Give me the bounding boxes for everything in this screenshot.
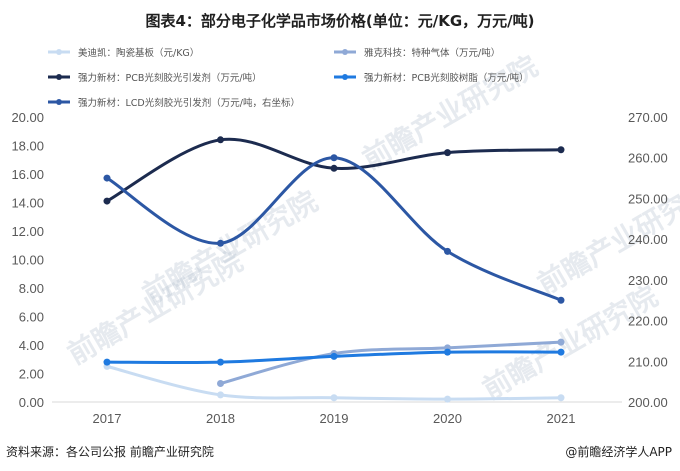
legend-item: 强力新材：PCB光刻胶树脂（万元/吨）	[334, 72, 529, 84]
right-tick-label: 210.00	[628, 354, 668, 369]
left-tick-label: 20.00	[11, 110, 44, 125]
left-tick-label: 6.00	[19, 310, 44, 325]
data-point	[103, 197, 111, 205]
data-point	[217, 379, 224, 387]
legend-item: 雅克科技：特种气体（万元/吨）	[334, 47, 500, 59]
data-point	[444, 348, 451, 356]
left-tick-label: 12.00	[11, 224, 44, 239]
data-point	[557, 296, 565, 304]
data-point	[217, 239, 224, 247]
data-point	[217, 358, 224, 366]
data-point	[217, 136, 224, 144]
legend-swatch-marker	[342, 49, 348, 55]
legend-label: 强力新材：PCB光刻胶光引发剂（万元/吨）	[78, 72, 262, 84]
left-axis-ticks: 0.00 2.00 4.00 6.00 8.00 10.00 12.00 14.00 16.00…	[11, 110, 44, 410]
series-4	[103, 348, 565, 366]
left-tick-label: 8.00	[19, 281, 44, 296]
left-tick-label: 10.00	[11, 253, 44, 268]
right-axis-ticks: 200.00 210.00 220.00 230.00 240.00 250.00 260.…	[628, 110, 668, 410]
series-1	[103, 362, 565, 403]
data-point	[557, 394, 565, 402]
x-tick-label: 2021	[547, 411, 576, 426]
data-point	[330, 394, 338, 402]
left-tick-label: 14.00	[11, 196, 44, 211]
watermark-3: 前瞻产业研究院	[137, 184, 323, 311]
legend: 美迪凯：陶瓷基板（元/KG） 雅克科技：特种气体（万元/吨） 强力新材：PCB光刻胶…	[48, 47, 529, 109]
data-point	[217, 391, 224, 399]
right-tick-label: 270.00	[628, 110, 668, 125]
source-note: 资料来源：各公司公报 前瞻产业研究院	[6, 444, 214, 459]
right-tick-label: 200.00	[628, 395, 668, 410]
chart-title: 图表4：部分电子化学品市场价格(单位：元/KG，万元/吨)	[145, 12, 534, 30]
series-line	[219, 340, 563, 385]
legend-label: 强力新材：LCD光刻胶光引发剂（万元/吨，右坐标）	[78, 97, 300, 109]
legend-swatch-marker	[56, 99, 62, 105]
legend-swatch-marker	[56, 49, 62, 55]
legend-swatch-marker	[342, 74, 348, 80]
data-point	[557, 146, 565, 154]
legend-label: 强力新材：PCB光刻胶树脂（万元/吨）	[364, 72, 529, 84]
left-tick-label: 2.00	[19, 367, 44, 382]
x-tick-label: 2017	[93, 411, 122, 426]
data-point	[330, 154, 338, 162]
right-tick-label: 250.00	[628, 191, 668, 206]
brand-label: @前瞻经济学人APP	[565, 444, 672, 459]
watermark-4: 前瞻产业研究院	[477, 279, 663, 406]
series-2	[217, 338, 565, 387]
left-tick-label: 16.00	[11, 167, 44, 182]
data-point	[103, 358, 111, 366]
data-point	[444, 395, 451, 403]
data-point	[330, 352, 338, 360]
legend-label: 雅克科技：特种气体（万元/吨）	[364, 47, 500, 59]
right-tick-label: 220.00	[628, 314, 668, 329]
watermark-2: 前瞻产业研究院	[357, 49, 543, 176]
data-point	[444, 247, 451, 255]
data-point	[330, 164, 338, 172]
series-3	[103, 136, 565, 205]
legend-item: 强力新材：LCD光刻胶光引发剂（万元/吨，右坐标）	[48, 97, 300, 109]
legend-swatch-marker	[56, 74, 62, 80]
legend-label: 美迪凯：陶瓷基板（元/KG）	[78, 47, 199, 59]
data-point	[557, 348, 565, 356]
x-tick-label: 2020	[433, 411, 462, 426]
legend-item: 美迪凯：陶瓷基板（元/KG）	[48, 47, 199, 59]
data-point	[103, 174, 111, 182]
series-layer	[103, 136, 565, 403]
left-tick-label: 18.00	[11, 139, 44, 154]
right-tick-label: 230.00	[628, 273, 668, 288]
right-tick-label: 260.00	[628, 151, 668, 166]
right-tick-label: 240.00	[628, 232, 668, 247]
x-axis-ticks: 2017 2018 2019 2020 2021	[93, 411, 576, 426]
legend-item: 强力新材：PCB光刻胶光引发剂（万元/吨）	[48, 72, 262, 84]
data-point	[557, 338, 565, 346]
left-tick-label: 4.00	[19, 338, 44, 353]
data-point	[444, 149, 451, 157]
x-tick-label: 2018	[206, 411, 235, 426]
series-5	[103, 154, 565, 304]
left-tick-label: 0.00	[19, 395, 44, 410]
x-tick-label: 2019	[320, 411, 349, 426]
